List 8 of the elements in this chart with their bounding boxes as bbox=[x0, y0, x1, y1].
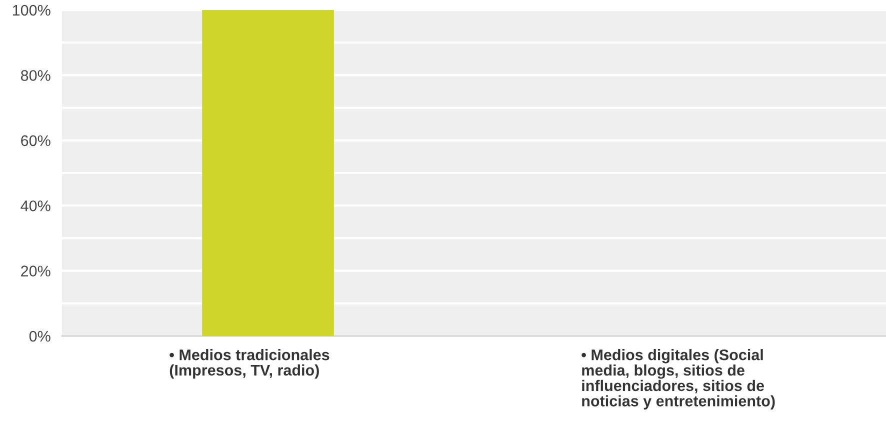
y-tick-label: 40% bbox=[20, 200, 50, 212]
x-tick-label: • Medios tradicionales (Impresos, TV, radio) bbox=[170, 349, 330, 379]
y-tick-label: 60% bbox=[21, 135, 50, 146]
y-tick-label: 20% bbox=[21, 266, 50, 276]
x-tick-label: • Medios digitales (Social media, blogs, sitios de influenciadores, sitios de noticias y entretenimiento) bbox=[582, 349, 775, 410]
y-tick-label: 80% bbox=[20, 70, 50, 81]
y-tick-label: 100% bbox=[12, 4, 50, 16]
y-tick-label: 0% bbox=[29, 330, 50, 342]
